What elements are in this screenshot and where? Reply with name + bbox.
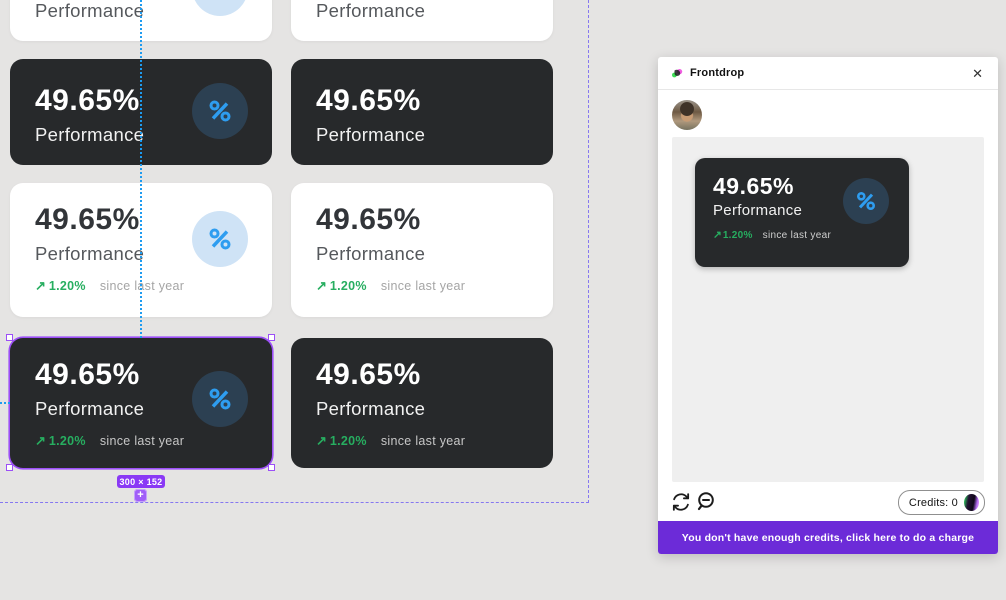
delta-caption: since last year — [99, 278, 185, 293]
add-component-button[interactable]: + — [134, 489, 147, 502]
stat-card[interactable]: 49.65% Performance ↗ 1.20% since last ye… — [291, 338, 553, 468]
stat-label: Performance — [316, 397, 426, 419]
stat-card[interactable]: 49.65% Performance — [10, 0, 272, 41]
frontdrop-plugin-panel: Frontdrop ✕ 49.65% Performance ↗ 1.20% s… — [658, 57, 998, 554]
stat-value: 49.65% — [316, 84, 421, 117]
stat-label: Performance — [35, 242, 145, 264]
credits-label: Credits: 0 — [908, 496, 958, 509]
percent-icon — [192, 0, 248, 16]
stat-label: Performance — [316, 123, 426, 145]
selection-handle-bottom-right[interactable] — [268, 464, 275, 471]
stat-delta-row: ↗ 1.20% since last year — [35, 433, 248, 449]
delta-caption: since last year — [380, 433, 466, 448]
percent-icon — [192, 211, 248, 267]
stat-value: 49.65% — [35, 358, 140, 391]
credits-badge[interactable]: Credits: 0 — [897, 490, 985, 515]
stat-value: 49.65% — [713, 173, 795, 199]
close-icon[interactable]: ✕ — [972, 65, 983, 81]
stat-delta-row: ↗ 1.20% since last year — [316, 278, 529, 294]
alignment-guide-horizontal — [0, 402, 10, 404]
percent-icon — [843, 178, 889, 224]
frontdrop-logo-icon — [672, 69, 683, 78]
delta-value: 1.20% — [722, 229, 753, 241]
selection-size-badge: 300 × 152 — [117, 475, 165, 488]
stat-value: 49.65% — [35, 84, 140, 117]
trend-up-icon: ↗ — [316, 432, 327, 448]
trend-up-icon: ↗ — [316, 277, 327, 293]
delta-caption: since last year — [380, 278, 466, 293]
frame-boundary-horizontal — [0, 502, 589, 503]
credit-coin-icon — [964, 494, 979, 511]
percent-icon — [192, 371, 248, 427]
stat-label: Performance — [713, 202, 803, 220]
stat-value: 49.65% — [316, 203, 421, 236]
stat-card[interactable]: 49.65% Performance — [10, 59, 272, 165]
frame-boundary-vertical — [588, 0, 589, 503]
charge-credits-text: You don't have enough credits, click her… — [681, 531, 975, 544]
zoom-out-icon[interactable] — [695, 490, 719, 514]
refresh-icon[interactable] — [670, 491, 692, 513]
preview-stat-card[interactable]: 49.65% Performance ↗ 1.20% since last ye… — [695, 158, 909, 267]
stat-card[interactable]: 49.65% Performance ↗ 1.20% since last ye… — [10, 183, 272, 317]
trend-up-icon: ↗ — [35, 277, 46, 293]
stat-value: 49.65% — [316, 358, 421, 391]
selection-handle-top-right[interactable] — [268, 334, 275, 341]
stat-card[interactable]: 49.65% Performance — [291, 59, 553, 165]
percent-icon — [192, 83, 248, 139]
plugin-title: Frontdrop — [690, 67, 745, 79]
stat-label: Performance — [316, 0, 426, 21]
plugin-header: Frontdrop ✕ — [658, 57, 998, 90]
stat-card-selected[interactable]: 49.65% Performance ↗ 1.20% since last ye… — [10, 338, 272, 468]
delta-caption: since last year — [99, 433, 185, 448]
stat-card[interactable]: 49.65% Performance — [291, 0, 553, 41]
stat-value: 49.65% — [35, 203, 140, 236]
delta-value: 1.20% — [329, 278, 367, 293]
selection-handle-bottom-left[interactable] — [6, 464, 13, 471]
charge-credits-banner[interactable]: You don't have enough credits, click her… — [658, 521, 998, 554]
stat-card[interactable]: 49.65% Performance ↗ 1.20% since last ye… — [291, 183, 553, 317]
trend-up-icon: ↗ — [713, 229, 722, 242]
user-avatar[interactable] — [672, 100, 702, 130]
trend-up-icon: ↗ — [35, 432, 46, 448]
stat-delta-row: ↗ 1.20% since last year — [35, 278, 248, 294]
delta-value: 1.20% — [48, 433, 86, 448]
stat-label: Performance — [316, 242, 426, 264]
delta-value: 1.20% — [48, 278, 86, 293]
delta-caption: since last year — [762, 229, 832, 241]
stat-label: Performance — [35, 0, 145, 21]
delta-value: 1.20% — [329, 433, 367, 448]
stat-label: Performance — [35, 397, 145, 419]
selection-handle-top-left[interactable] — [6, 334, 13, 341]
stat-label: Performance — [35, 123, 145, 145]
plugin-preview-area: 49.65% Performance ↗ 1.20% since last ye… — [672, 137, 984, 482]
stat-delta-row: ↗ 1.20% since last year — [713, 229, 891, 241]
stat-delta-row: ↗ 1.20% since last year — [316, 433, 529, 449]
